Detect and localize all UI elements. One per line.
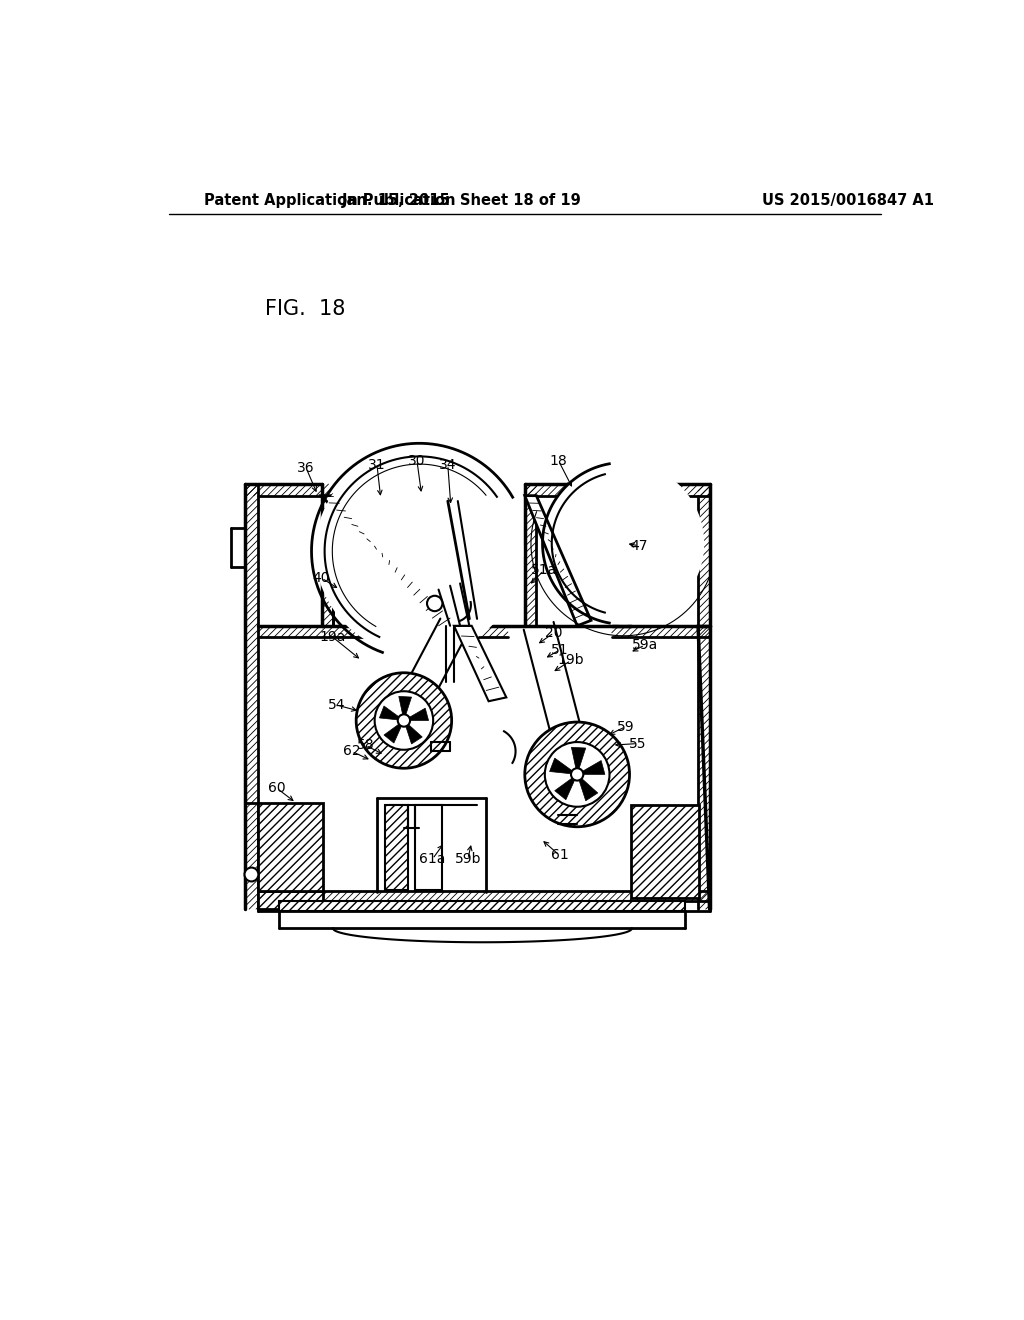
Text: 30: 30 <box>409 454 426 469</box>
Polygon shape <box>398 697 412 717</box>
Circle shape <box>315 447 523 655</box>
Text: 59b: 59b <box>455 853 481 866</box>
Circle shape <box>356 673 452 768</box>
Text: 60: 60 <box>268 781 286 795</box>
Polygon shape <box>384 723 402 743</box>
Text: 59a: 59a <box>632 638 658 652</box>
Text: 20: 20 <box>546 626 563 640</box>
Text: Patent Application Publication: Patent Application Publication <box>204 193 456 209</box>
Circle shape <box>427 595 442 611</box>
Text: 62: 62 <box>343 744 360 758</box>
Polygon shape <box>406 723 422 744</box>
Circle shape <box>571 768 584 780</box>
Bar <box>385 805 408 890</box>
Polygon shape <box>571 747 586 771</box>
Text: Jan. 15, 2015  Sheet 18 of 19: Jan. 15, 2015 Sheet 18 of 19 <box>342 193 582 209</box>
Circle shape <box>375 692 433 750</box>
Text: FIG.  18: FIG. 18 <box>265 300 346 319</box>
Text: 36: 36 <box>297 461 315 475</box>
Polygon shape <box>581 760 605 775</box>
Text: 19a: 19a <box>319 631 346 644</box>
Text: 61a: 61a <box>419 853 445 866</box>
Text: 19b: 19b <box>558 653 585 668</box>
Circle shape <box>397 714 410 726</box>
Text: 18: 18 <box>550 454 567 469</box>
Circle shape <box>352 669 456 772</box>
Circle shape <box>525 722 630 826</box>
Text: 47: 47 <box>630 539 647 553</box>
Bar <box>258 891 323 909</box>
Text: 51: 51 <box>551 643 569 656</box>
Circle shape <box>543 462 705 624</box>
Text: 54: 54 <box>328 698 346 711</box>
Circle shape <box>245 867 258 882</box>
Polygon shape <box>322 496 451 626</box>
Polygon shape <box>408 708 429 721</box>
Text: 58: 58 <box>356 738 374 752</box>
Polygon shape <box>579 777 598 801</box>
Bar <box>631 805 698 898</box>
Polygon shape <box>380 706 400 721</box>
Text: 55: 55 <box>629 737 646 751</box>
Circle shape <box>521 718 634 830</box>
Bar <box>258 803 323 891</box>
Text: 51a: 51a <box>530 564 557 577</box>
Text: 34: 34 <box>439 458 457 471</box>
Text: US 2015/0016847 A1: US 2015/0016847 A1 <box>762 193 934 209</box>
Circle shape <box>545 742 609 807</box>
Polygon shape <box>454 626 506 701</box>
Text: 59: 59 <box>616 719 635 734</box>
Text: 40: 40 <box>312 572 331 585</box>
Text: 31: 31 <box>369 458 386 471</box>
Polygon shape <box>555 776 575 800</box>
Bar <box>280 902 685 911</box>
Bar <box>416 805 442 890</box>
Polygon shape <box>524 496 591 626</box>
Polygon shape <box>550 758 574 774</box>
Text: 61: 61 <box>551 849 568 862</box>
